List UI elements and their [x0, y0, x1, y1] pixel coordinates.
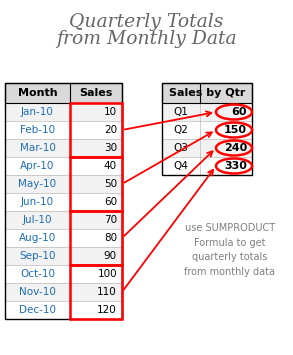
Bar: [5, 283, 122, 301]
Text: 90: 90: [104, 251, 117, 261]
Text: Quarterly Totals: Quarterly Totals: [69, 13, 223, 31]
Bar: [5, 265, 122, 283]
Bar: [5, 229, 122, 247]
Text: May-10: May-10: [18, 179, 57, 189]
Bar: [162, 103, 252, 121]
Text: Sales: Sales: [79, 88, 113, 98]
Text: Jul-10: Jul-10: [23, 215, 52, 225]
Text: 150: 150: [224, 125, 247, 135]
Text: 100: 100: [97, 269, 117, 279]
Bar: [5, 301, 122, 319]
Bar: [5, 193, 122, 211]
Bar: [162, 157, 252, 175]
Text: Q1: Q1: [173, 107, 188, 117]
Bar: [5, 157, 122, 175]
Text: Jan-10: Jan-10: [21, 107, 54, 117]
Text: 120: 120: [97, 305, 117, 315]
Bar: [5, 83, 122, 319]
Bar: [70, 265, 122, 319]
Bar: [5, 139, 122, 157]
Bar: [70, 211, 122, 265]
Text: 70: 70: [104, 215, 117, 225]
Bar: [70, 103, 122, 157]
Text: 60: 60: [104, 197, 117, 207]
Text: 330: 330: [224, 161, 247, 171]
Bar: [5, 211, 122, 229]
Text: 110: 110: [97, 287, 117, 297]
Text: Mar-10: Mar-10: [20, 143, 55, 153]
Text: 20: 20: [104, 125, 117, 135]
Text: from Monthly Data: from Monthly Data: [56, 30, 236, 48]
Bar: [162, 139, 252, 157]
Text: Oct-10: Oct-10: [20, 269, 55, 279]
Text: Month: Month: [18, 88, 57, 98]
Text: 60: 60: [231, 107, 247, 117]
Bar: [162, 83, 252, 103]
Text: 40: 40: [104, 161, 117, 171]
Text: Sep-10: Sep-10: [19, 251, 56, 261]
Bar: [5, 247, 122, 265]
Text: Jun-10: Jun-10: [21, 197, 54, 207]
Bar: [162, 83, 252, 175]
Text: use SUMPRODUCT
Formula to get
quarterly totals
from monthly data: use SUMPRODUCT Formula to get quarterly …: [185, 223, 275, 277]
Text: Feb-10: Feb-10: [20, 125, 55, 135]
Bar: [162, 121, 252, 139]
Text: 30: 30: [104, 143, 117, 153]
Bar: [5, 83, 122, 103]
Bar: [5, 121, 122, 139]
Text: 50: 50: [104, 179, 117, 189]
Text: Q4: Q4: [173, 161, 188, 171]
Text: Q2: Q2: [173, 125, 188, 135]
Text: Dec-10: Dec-10: [19, 305, 56, 315]
Text: Apr-10: Apr-10: [20, 161, 55, 171]
Bar: [70, 157, 122, 211]
Text: 10: 10: [104, 107, 117, 117]
Text: Aug-10: Aug-10: [19, 233, 56, 243]
Text: Nov-10: Nov-10: [19, 287, 56, 297]
Text: 80: 80: [104, 233, 117, 243]
Text: Sales by Qtr: Sales by Qtr: [169, 88, 245, 98]
Bar: [5, 103, 122, 121]
Bar: [5, 175, 122, 193]
Text: Q3: Q3: [173, 143, 188, 153]
Text: 240: 240: [224, 143, 247, 153]
